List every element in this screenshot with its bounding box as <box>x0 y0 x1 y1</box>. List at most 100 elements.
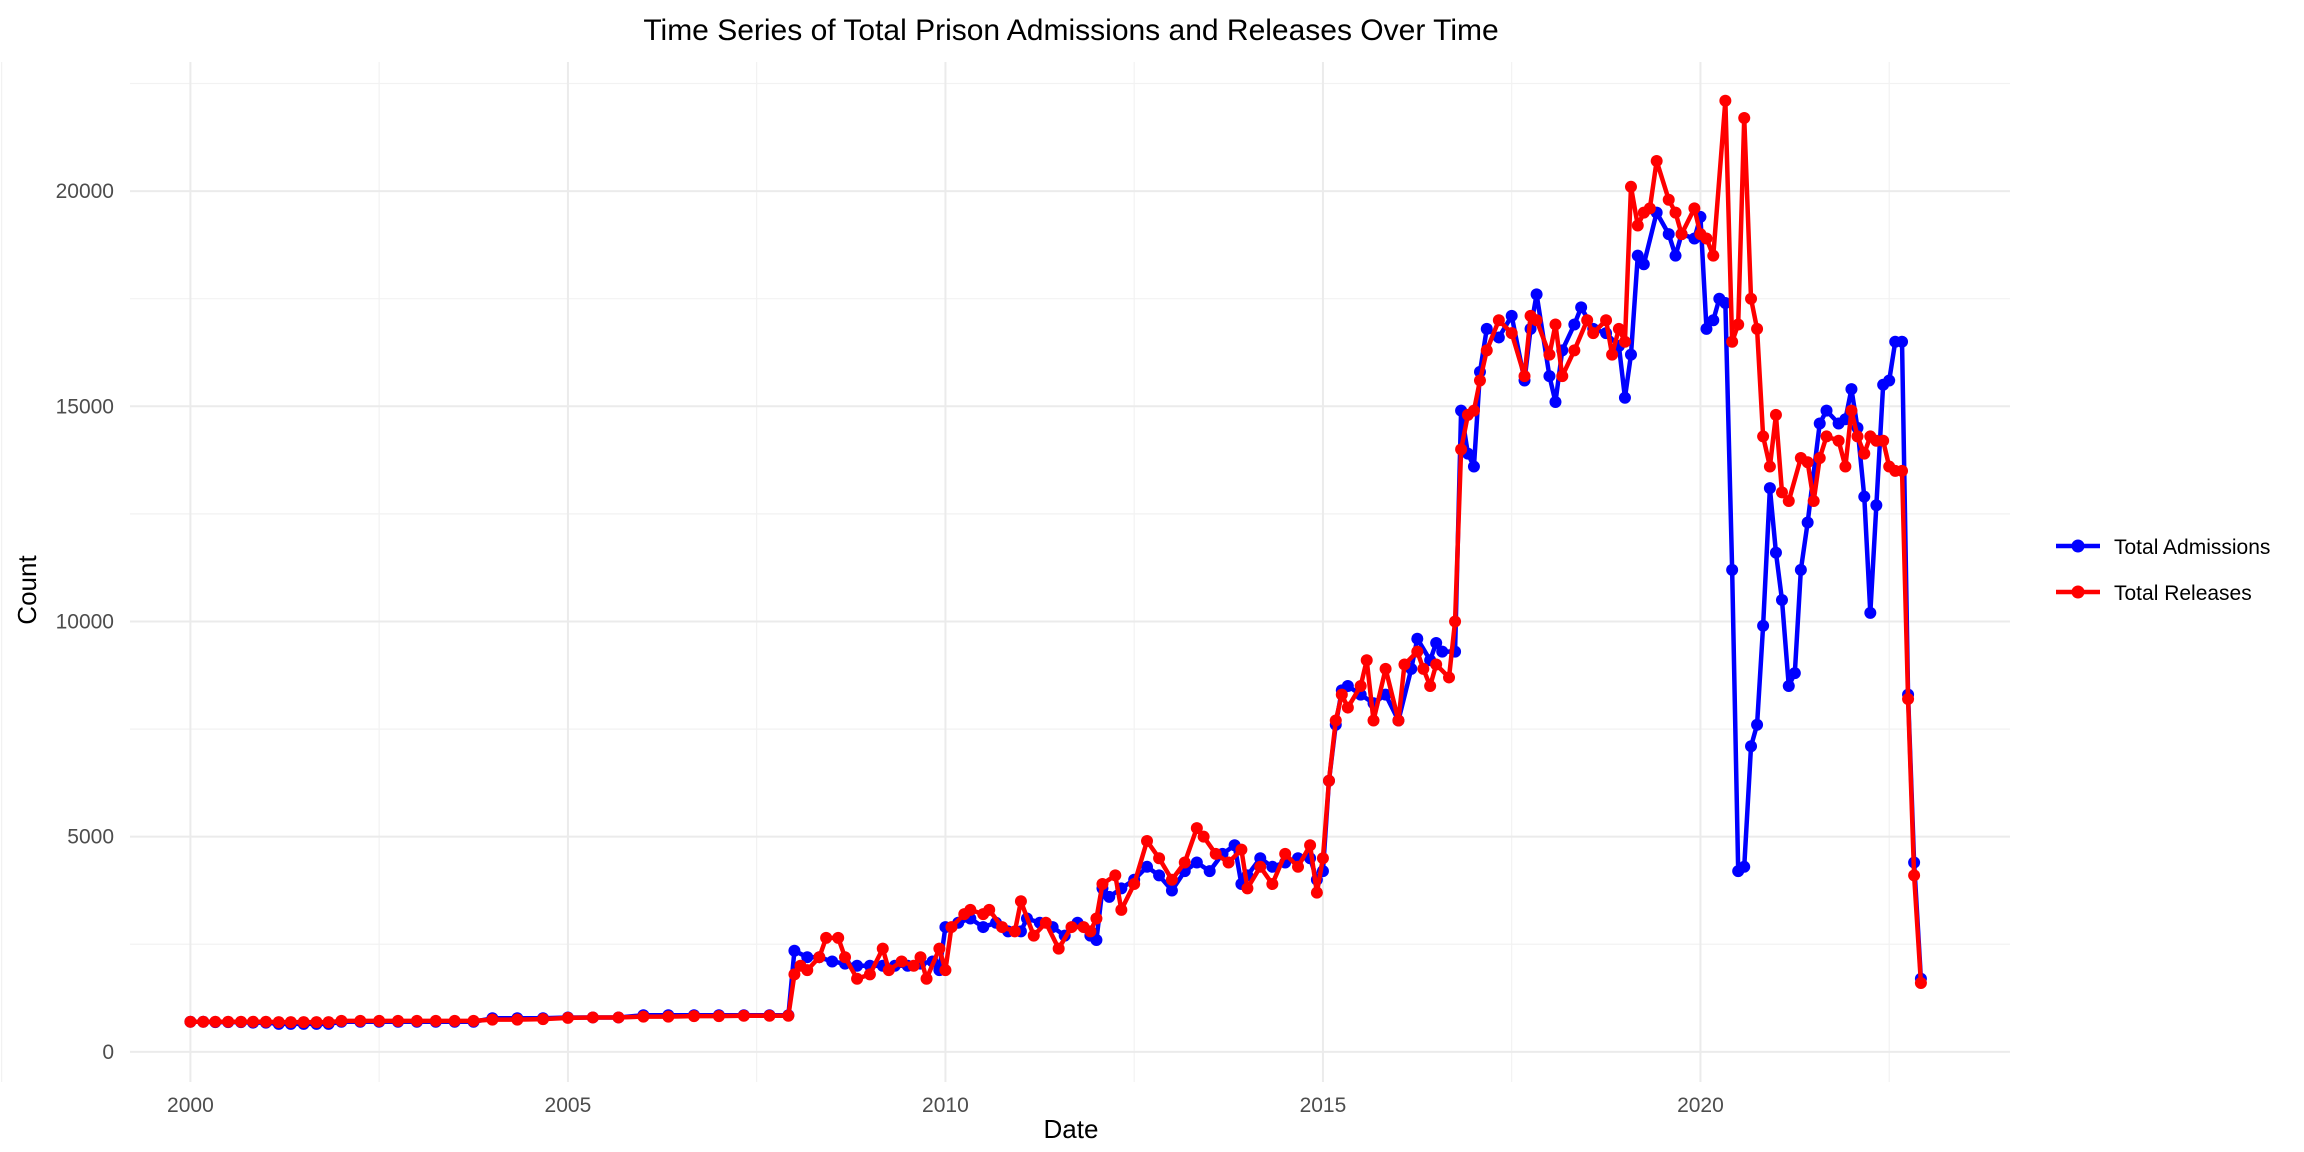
data-point <box>511 1013 524 1026</box>
data-point <box>1449 615 1462 628</box>
data-point <box>977 921 990 934</box>
data-point <box>1851 430 1864 443</box>
data-point <box>1726 335 1739 348</box>
data-point <box>876 942 889 955</box>
data-point <box>1354 680 1367 693</box>
data-point <box>712 1010 725 1023</box>
data-point <box>1669 206 1682 219</box>
data-point <box>1839 460 1852 473</box>
axis-layer: 2000 2005 2010 2015 2020 0 5000 10000 15000 20000 <box>56 180 1724 1117</box>
data-point <box>1505 327 1518 340</box>
x-tick-label: 2020 <box>1677 1094 1724 1117</box>
data-point <box>1669 249 1682 262</box>
data-point <box>1027 929 1040 942</box>
data-point <box>1322 774 1335 787</box>
data-point <box>392 1014 405 1027</box>
data-point <box>1178 856 1191 869</box>
data-point <box>1480 322 1493 335</box>
data-point <box>1624 348 1637 361</box>
data-point <box>1360 654 1373 667</box>
data-point <box>826 955 839 968</box>
data-point <box>813 951 826 964</box>
y-tick-label: 15000 <box>56 395 114 418</box>
data-point <box>1763 482 1776 495</box>
data-point <box>1505 309 1518 322</box>
data-point <box>612 1011 625 1024</box>
data-point <box>1807 494 1820 507</box>
data-point <box>1751 322 1764 335</box>
data-point <box>1624 180 1637 193</box>
series-line <box>190 210 1924 1027</box>
data-point <box>1637 258 1650 271</box>
x-tick-label: 2005 <box>545 1094 592 1117</box>
data-point <box>1279 847 1292 860</box>
data-point <box>1568 344 1581 357</box>
data-point <box>1254 852 1267 865</box>
data-point <box>1254 860 1267 873</box>
data-point <box>1443 671 1456 684</box>
data-point <box>297 1016 310 1029</box>
data-point <box>662 1010 675 1023</box>
data-point <box>1662 193 1675 206</box>
data-point <box>467 1014 480 1027</box>
data-point <box>1662 228 1675 241</box>
data-point <box>1864 606 1877 619</box>
data-point <box>1782 680 1795 693</box>
data-point <box>1719 297 1732 310</box>
data-point <box>737 1009 750 1022</box>
data-point <box>1165 873 1178 886</box>
data-point <box>1700 232 1713 245</box>
x-axis-title: Date <box>1044 1114 1099 1144</box>
data-point <box>486 1013 499 1026</box>
data-point <box>1858 447 1871 460</box>
data-point <box>1896 464 1909 477</box>
data-point <box>1530 314 1543 327</box>
data-point <box>1631 249 1644 262</box>
data-point <box>1090 933 1103 946</box>
data-point <box>1335 688 1348 701</box>
data-point <box>1820 430 1833 443</box>
data-point <box>782 1009 795 1022</box>
data-point <box>322 1016 335 1029</box>
data-point <box>1455 443 1468 456</box>
series-layer <box>184 94 1927 1030</box>
data-point <box>310 1016 323 1029</box>
data-point <box>1310 886 1323 899</box>
data-point <box>1745 292 1758 305</box>
data-point <box>1757 619 1770 632</box>
data-point <box>996 921 1009 934</box>
data-point <box>1732 318 1745 331</box>
data-point <box>920 972 933 985</box>
data-point <box>1367 714 1380 727</box>
data-point <box>1209 847 1222 860</box>
data-point <box>1556 370 1569 383</box>
data-point <box>1675 228 1688 241</box>
data-point <box>335 1014 348 1027</box>
data-point <box>1820 404 1833 417</box>
data-point <box>1858 490 1871 503</box>
data-point <box>1618 391 1631 404</box>
data-point <box>788 944 801 957</box>
data-point <box>1153 852 1166 865</box>
series-total-admissions <box>184 206 1927 1030</box>
data-point <box>1392 714 1405 727</box>
data-point <box>801 964 814 977</box>
data-point <box>1473 374 1486 387</box>
data-point <box>1782 494 1795 507</box>
data-point <box>222 1015 235 1028</box>
data-point <box>1480 344 1493 357</box>
data-point <box>1411 632 1424 645</box>
data-point <box>1581 314 1594 327</box>
data-point <box>1587 327 1600 340</box>
data-point <box>1039 916 1052 929</box>
data-point <box>688 1010 700 1023</box>
legend-marker <box>2071 585 2085 599</box>
data-point <box>1707 249 1720 262</box>
data-point <box>1575 301 1588 314</box>
data-point <box>429 1014 442 1027</box>
legend: Total Admissions Total Releases <box>2056 536 2270 605</box>
y-tick-label: 5000 <box>67 826 114 849</box>
data-point <box>1467 404 1480 417</box>
data-point <box>1128 878 1141 891</box>
